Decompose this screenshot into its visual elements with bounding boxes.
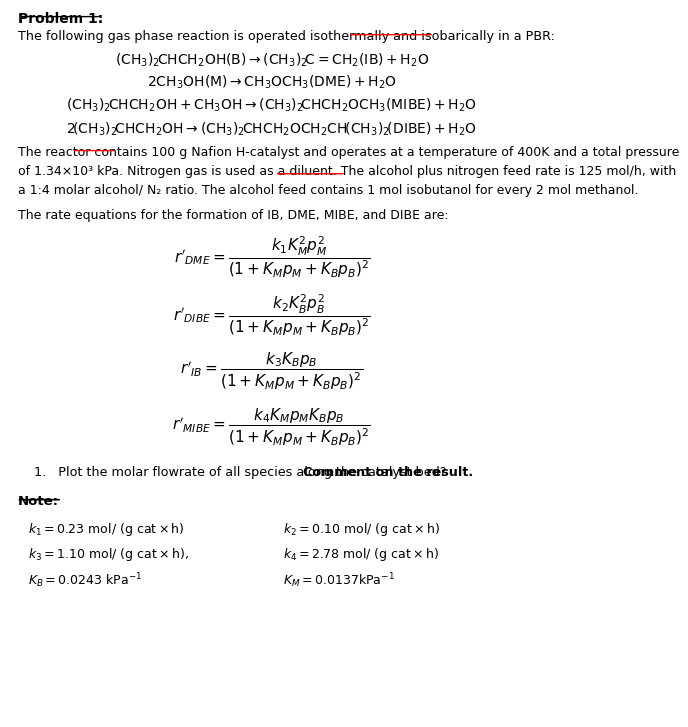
Text: $K_B = 0.0243\ \mathrm{kPa^{-1}}$: $K_B = 0.0243\ \mathrm{kPa^{-1}}$ [28,571,142,590]
Text: Problem 1:: Problem 1: [18,12,103,26]
Text: $k_3 = 1.10\ \mathrm{mol/\ (g\ cat \times h),}$: $k_3 = 1.10\ \mathrm{mol/\ (g\ cat \time… [28,546,190,563]
Text: $r'_{DME}=\dfrac{k_1 K_M^2 p_M^2}{\left(1+K_M p_M+K_B p_B\right)^2}$: $r'_{DME}=\dfrac{k_1 K_M^2 p_M^2}{\left(… [173,235,370,281]
Text: $K_M = 0.0137\mathrm{kPa^{-1}}$: $K_M = 0.0137\mathrm{kPa^{-1}}$ [283,571,394,590]
Text: $k_4 = 2.78\ \mathrm{mol/\ (g\ cat \times h)}$: $k_4 = 2.78\ \mathrm{mol/\ (g\ cat \time… [283,546,439,563]
Text: Comment on the result.: Comment on the result. [303,466,473,479]
Text: The rate equations for the formation of IB, DME, MIBE, and DIBE are:: The rate equations for the formation of … [18,209,449,222]
Text: $r'_{MIBE}=\dfrac{k_4 K_M p_M K_B p_B}{\left(1+K_M p_M+K_B p_B\right)^2}$: $r'_{MIBE}=\dfrac{k_4 K_M p_M K_B p_B}{\… [173,407,372,449]
Text: $\left(\mathrm{CH_3}\right)_2\!\mathrm{CHCH_2OH+CH_3OH\rightarrow\left(CH_3\righ: $\left(\mathrm{CH_3}\right)_2\!\mathrm{C… [66,97,477,114]
Text: $\left(\mathrm{CH_3}\right)_2\!\mathrm{CHCH_2OH(B)}\rightarrow\left(\mathrm{CH_3: $\left(\mathrm{CH_3}\right)_2\!\mathrm{C… [115,52,429,70]
Text: $k_2 = 0.10\ \mathrm{mol/\ (g\ cat \times h)}$: $k_2 = 0.10\ \mathrm{mol/\ (g\ cat \time… [283,521,440,538]
Text: $\mathrm{2\!\left(CH_3\right)_2\!CHCH_2OH\rightarrow\left(CH_3\right)_2\!CHCH_2O: $\mathrm{2\!\left(CH_3\right)_2\!CHCH_2O… [66,120,477,137]
Text: 1.   Plot the molar flowrate of all species along the catalyst bed?: 1. Plot the molar flowrate of all specie… [34,466,454,479]
Text: The reactor contains 100 g Nafion H-catalyst and operates at a temperature of 40: The reactor contains 100 g Nafion H-cata… [18,146,679,197]
Text: $r'_{DIBE}=\dfrac{k_2 K_B^2 p_B^2}{\left(1+K_M p_M+K_B p_B\right)^2}$: $r'_{DIBE}=\dfrac{k_2 K_B^2 p_B^2}{\left… [173,292,371,338]
Text: $k_1 = 0.23\ \mathrm{mol/\ (g\ cat \times h)}$: $k_1 = 0.23\ \mathrm{mol/\ (g\ cat \time… [28,521,185,538]
Text: $\mathrm{2CH_3OH(M)\rightarrow CH_3OCH_3\left(DME\right)+H_2O}$: $\mathrm{2CH_3OH(M)\rightarrow CH_3OCH_3… [147,74,397,91]
Text: The following gas phase reaction is operated isothermally and isobarically in a : The following gas phase reaction is oper… [18,31,555,44]
Text: $r'_{IB}=\dfrac{k_3 K_B p_B}{\left(1+K_M p_M+K_B p_B\right)^2}$: $r'_{IB}=\dfrac{k_3 K_B p_B}{\left(1+K_M… [180,350,363,392]
Text: Note:: Note: [18,495,58,508]
